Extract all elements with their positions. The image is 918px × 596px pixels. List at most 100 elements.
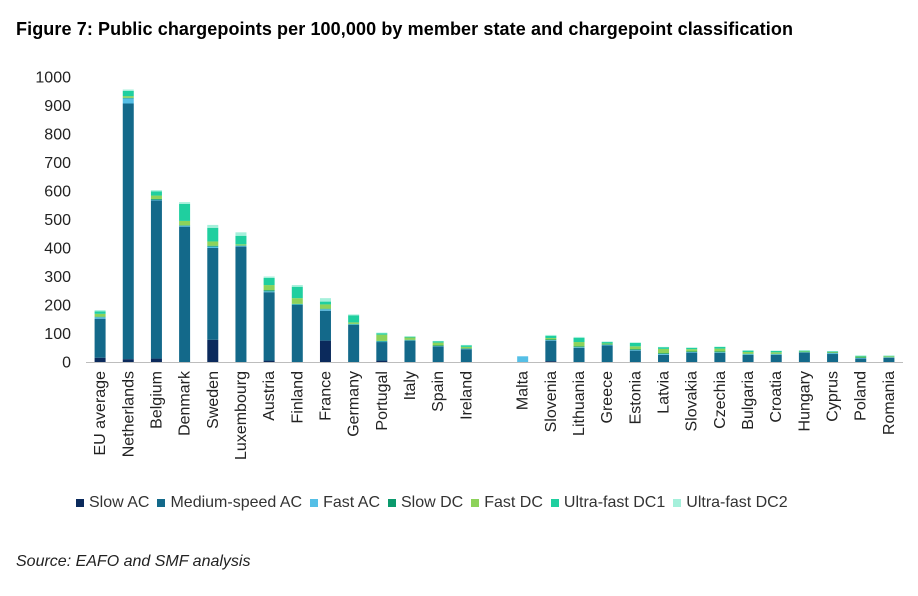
bar-segment bbox=[460, 349, 472, 362]
bar-stack bbox=[432, 340, 444, 362]
bar-segment bbox=[291, 285, 303, 287]
bar-segment bbox=[404, 337, 416, 340]
legend-label: Slow DC bbox=[401, 494, 464, 511]
bar-segment bbox=[460, 345, 472, 347]
bar-segment bbox=[545, 338, 557, 340]
bar-segment bbox=[291, 303, 303, 305]
bar-segment bbox=[348, 323, 360, 325]
x-tick-label: Slovenia bbox=[543, 371, 560, 432]
bar-stack bbox=[770, 350, 782, 363]
y-axis: 0 100 200 300 400 500 600 700 800 900 1000 bbox=[35, 70, 71, 372]
bar-segment bbox=[404, 340, 416, 363]
bar-segment bbox=[319, 308, 331, 310]
legend-item: Fast DC bbox=[471, 494, 543, 512]
legend-item: Fast AC bbox=[310, 494, 380, 512]
bar-segment bbox=[573, 336, 585, 338]
y-tick-label: 200 bbox=[44, 298, 71, 315]
bar-segment bbox=[686, 347, 698, 350]
x-tick-label: Luxembourg bbox=[233, 371, 250, 460]
legend-swatch bbox=[157, 499, 166, 507]
bar-segment bbox=[827, 354, 839, 362]
bar-segment bbox=[827, 352, 839, 353]
legend-label: Ultra-fast DC1 bbox=[563, 494, 666, 511]
bar-segment bbox=[601, 344, 613, 346]
bar-segment bbox=[770, 353, 782, 355]
bar-segment bbox=[263, 290, 275, 292]
source-note: Source: EAFO and SMF analysis bbox=[16, 553, 251, 570]
bar-segment bbox=[122, 97, 134, 99]
x-tick-label: Romania bbox=[881, 371, 898, 435]
bar-segment bbox=[686, 352, 698, 353]
bar-segment bbox=[150, 200, 162, 359]
bar-segment bbox=[319, 340, 331, 363]
bar-segment bbox=[545, 340, 557, 362]
bar-segment bbox=[770, 350, 782, 353]
bar-segment bbox=[432, 345, 444, 347]
bar-stack bbox=[404, 336, 416, 363]
bar-segment bbox=[179, 225, 191, 226]
x-tick-label: Cyprus bbox=[825, 371, 842, 422]
bar-segment bbox=[601, 343, 613, 345]
bar-segment bbox=[573, 347, 585, 362]
bar-segment bbox=[348, 314, 360, 316]
bar-segment bbox=[263, 292, 275, 361]
bar-stack bbox=[460, 344, 472, 362]
bar-segment bbox=[629, 346, 641, 350]
bar-segment bbox=[207, 241, 219, 246]
bar-segment bbox=[291, 286, 303, 299]
bar-segment bbox=[348, 322, 360, 324]
bar-segment bbox=[545, 335, 557, 339]
legend-swatch bbox=[76, 499, 84, 507]
bar-segment bbox=[827, 352, 839, 354]
bar-segment bbox=[122, 96, 134, 98]
bar-segment bbox=[263, 291, 275, 293]
bar-segment bbox=[263, 285, 275, 291]
bar-stack bbox=[150, 190, 162, 362]
bar-segment bbox=[545, 340, 557, 341]
bar-segment bbox=[573, 342, 585, 347]
x-tick-label: Belgium bbox=[148, 371, 165, 429]
bar-segment bbox=[855, 358, 867, 362]
bar-segment bbox=[517, 356, 529, 362]
bar-stack bbox=[319, 298, 331, 363]
bar-segment bbox=[376, 342, 388, 361]
bar-segment bbox=[714, 348, 726, 352]
legend-swatch bbox=[673, 499, 682, 507]
x-tick-label: Italy bbox=[402, 371, 419, 400]
bar-segment bbox=[94, 313, 106, 317]
x-tick-label: Lithuania bbox=[571, 371, 588, 436]
bar-segment bbox=[573, 347, 585, 348]
bar-segment bbox=[94, 310, 106, 312]
bar-segment bbox=[319, 301, 331, 305]
bar-segment bbox=[150, 195, 162, 199]
x-axis: EU average Netherlands Belgium Denmark Swede… bbox=[86, 362, 903, 460]
bar-segment bbox=[207, 248, 219, 340]
legend-item: Medium-speed AC bbox=[157, 494, 302, 512]
bar-stack bbox=[348, 314, 360, 362]
bar-segment bbox=[658, 354, 670, 363]
bar-segment bbox=[348, 315, 360, 323]
bar-segment bbox=[629, 350, 641, 351]
x-tick-label: Greece bbox=[599, 371, 616, 424]
bar-segment bbox=[629, 342, 641, 347]
x-tick-label: Bulgaria bbox=[740, 371, 757, 430]
bars bbox=[94, 89, 895, 363]
bar-segment bbox=[742, 350, 754, 353]
bar-segment bbox=[714, 346, 726, 349]
bar-segment bbox=[94, 311, 106, 314]
bar-segment bbox=[319, 298, 331, 302]
bar-segment bbox=[601, 345, 613, 362]
legend-label: Fast AC bbox=[323, 494, 380, 511]
x-tick-label: Austria bbox=[261, 371, 278, 421]
bar-segment bbox=[686, 349, 698, 352]
bar-stack bbox=[179, 202, 191, 363]
x-tick-label: Latvia bbox=[656, 371, 673, 414]
bar-segment bbox=[770, 354, 782, 363]
bar-segment bbox=[263, 360, 275, 362]
x-tick-label: Croatia bbox=[768, 371, 785, 423]
bar-stack bbox=[742, 350, 754, 363]
bar-segment bbox=[235, 232, 247, 236]
y-tick-label: 500 bbox=[44, 212, 71, 229]
bar-segment bbox=[686, 351, 698, 353]
bar-stack bbox=[714, 346, 726, 362]
